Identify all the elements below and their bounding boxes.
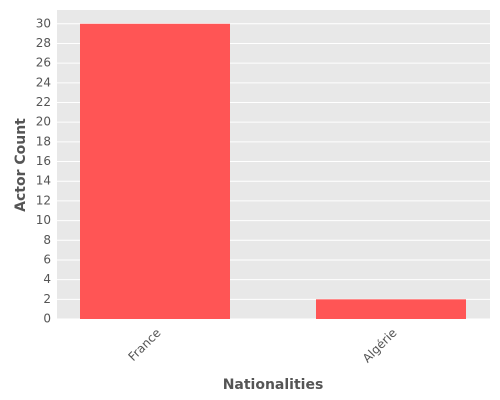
y-tick-label: 0 bbox=[43, 312, 51, 326]
x-tick-label: Algérie bbox=[360, 326, 400, 366]
bar bbox=[316, 299, 466, 319]
y-tick-label: 10 bbox=[36, 213, 51, 227]
y-tick-label: 6 bbox=[43, 252, 51, 266]
y-tick-label: 18 bbox=[36, 134, 51, 148]
y-tick-label: 30 bbox=[36, 16, 51, 30]
y-tick-label: 26 bbox=[36, 56, 51, 70]
y-tick-label: 22 bbox=[36, 95, 51, 109]
y-tick-label: 4 bbox=[43, 272, 51, 286]
y-tick-label: 20 bbox=[36, 115, 51, 129]
y-tick-label: 12 bbox=[36, 193, 51, 207]
y-tick-label: 24 bbox=[36, 75, 51, 89]
y-tick-label: 14 bbox=[36, 174, 51, 188]
y-axis-title: Actor Count bbox=[13, 118, 29, 212]
y-tick-label: 28 bbox=[36, 36, 51, 50]
y-tick-label: 2 bbox=[43, 292, 51, 306]
y-tick-label: 8 bbox=[43, 233, 51, 247]
x-tick-label: France bbox=[125, 326, 163, 364]
bar bbox=[80, 23, 230, 319]
x-axis-title: Nationalities bbox=[223, 377, 324, 393]
y-tick-label: 16 bbox=[36, 154, 51, 168]
